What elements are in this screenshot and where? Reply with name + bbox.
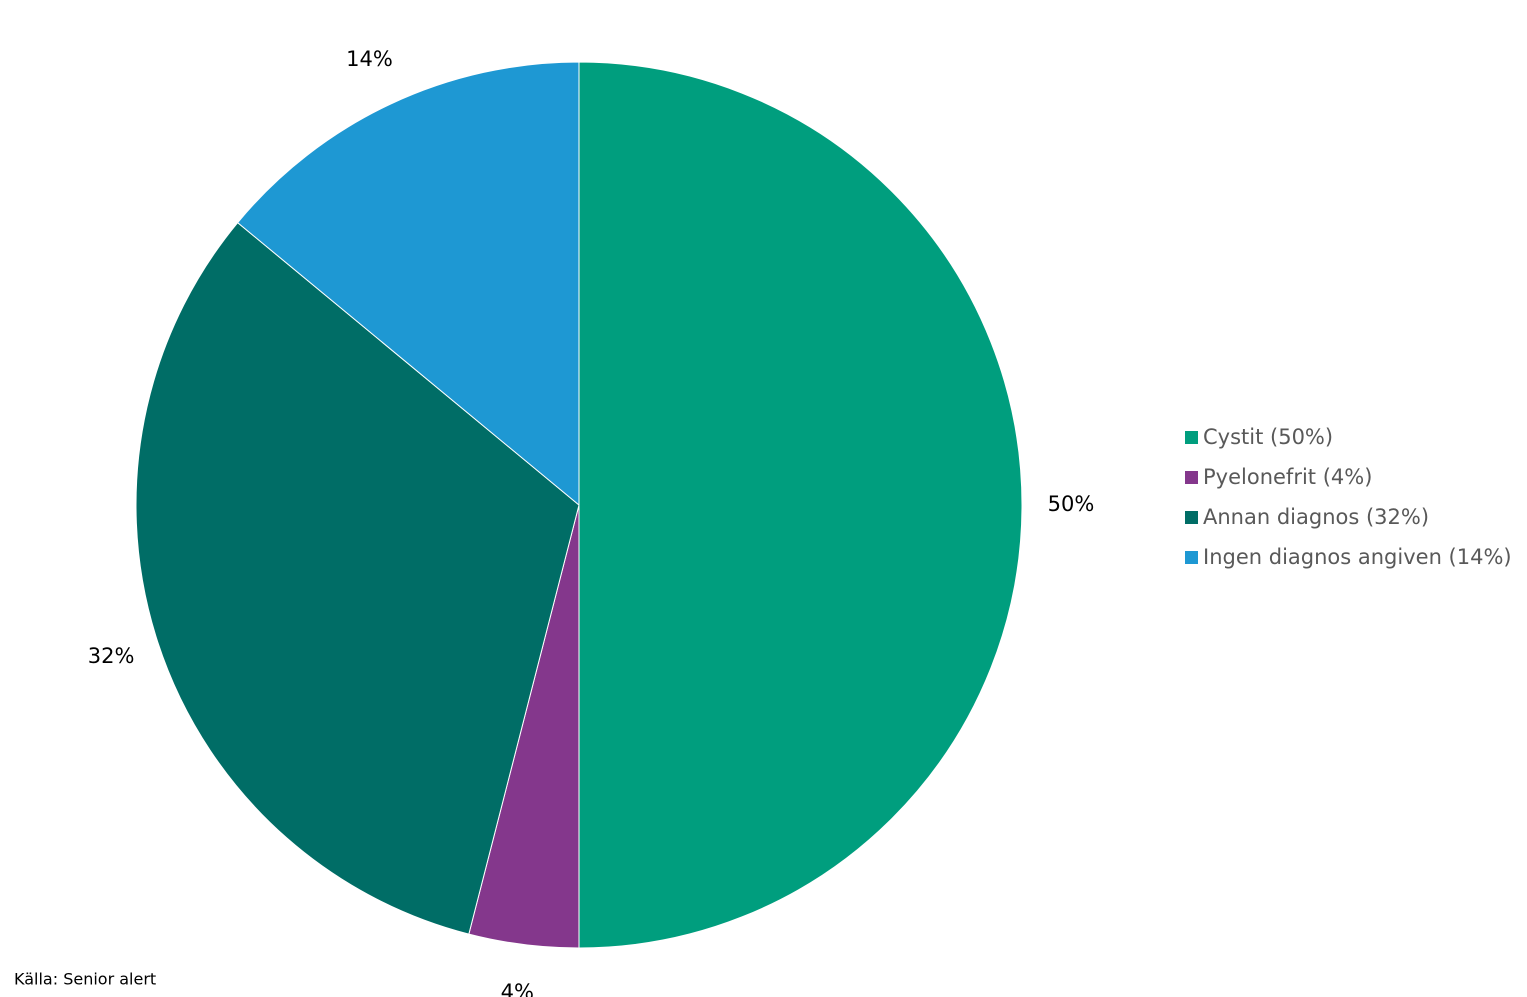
data-label: 14%	[346, 47, 393, 71]
pie-slice	[578, 61, 1023, 949]
legend-label: Annan diagnos (32%)	[1203, 505, 1429, 529]
data-label: 4%	[501, 980, 534, 997]
source-note: Källa: Senior alert	[14, 970, 156, 989]
legend-swatch	[1185, 471, 1198, 484]
legend-label: Pyelonefrit (4%)	[1203, 465, 1372, 489]
legend-label: Ingen diagnos angiven (14%)	[1203, 545, 1512, 569]
legend-swatch	[1185, 431, 1198, 444]
legend-swatch	[1185, 511, 1198, 524]
pie-slice	[236, 61, 580, 507]
legend-label: Cystit (50%)	[1203, 425, 1333, 449]
data-label: 50%	[1048, 492, 1095, 516]
legend-swatch	[1185, 551, 1198, 564]
pie-slice	[135, 221, 580, 935]
data-label: 32%	[88, 644, 135, 668]
